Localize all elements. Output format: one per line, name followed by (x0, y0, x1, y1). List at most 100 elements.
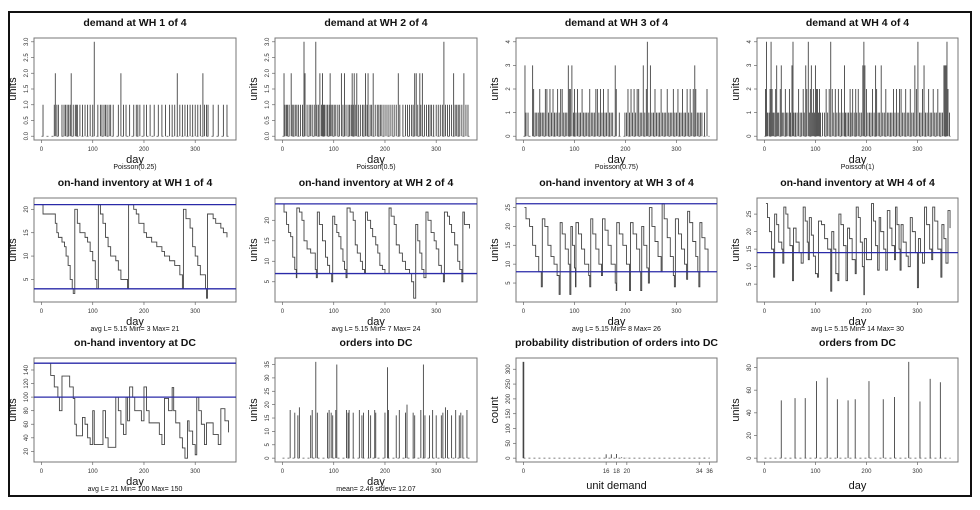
y-tick-label: 15 (747, 245, 753, 252)
x-tick-label: 300 (912, 469, 923, 475)
y-tick-label: 1.5 (24, 84, 30, 93)
x-tick-label: 200 (620, 147, 631, 153)
plot-box (274, 197, 478, 303)
y-axis-label: count (489, 397, 501, 424)
x-tick-label: 100 (569, 309, 580, 315)
y-tick-label: 2.5 (265, 53, 271, 62)
y-axis-label: units (248, 398, 260, 422)
chart-title: on-hand inventory at WH 3 of 4 (539, 177, 694, 189)
x-tick-label: 300 (431, 309, 442, 315)
x-axis-label: day (849, 480, 867, 492)
y-axis-label: units (248, 238, 260, 262)
x-axis-label: day (849, 154, 867, 166)
x-axis-label: unit demand (586, 480, 647, 492)
chart-subtitle: avg L= 5.15 Min= 14 Max= 30 (811, 326, 904, 333)
x-tick-label: 200 (620, 309, 631, 315)
x-tick-label: 100 (329, 469, 340, 475)
y-tick-label: 15 (24, 229, 30, 236)
y-tick-label: 3.0 (24, 37, 30, 46)
y-tick-label: 200 (506, 393, 512, 404)
y-tick-label: 120 (24, 378, 30, 389)
y-tick-label: 25 (265, 387, 271, 394)
series-line (49, 362, 229, 459)
chart-subtitle: avg L= 5.15 Min= 8 Max= 26 (572, 326, 661, 333)
x-tick-label: 200 (380, 309, 391, 315)
y-tick-label: 1 (747, 110, 753, 114)
chart-title: on-hand inventory at WH 4 of 4 (780, 177, 935, 189)
x-tick-label: 0 (763, 469, 767, 475)
x-axis-label: day (608, 154, 626, 166)
plot-box (515, 357, 718, 463)
chart-title: demand at WH 4 of 4 (806, 17, 909, 29)
y-tick-label: 5 (265, 442, 271, 446)
y-tick-label: 2 (747, 87, 753, 91)
y-tick-label: 5 (506, 281, 512, 285)
y-tick-label: 25 (747, 210, 753, 217)
x-tick-label: 100 (88, 309, 99, 315)
chart-title: on-hand inventory at WH 2 of 4 (299, 177, 454, 189)
chart-title: demand at WH 3 of 4 (565, 17, 668, 29)
panel-6: on-hand inventory at WH 2 of 4 units dayav… (248, 177, 478, 333)
x-tick-label: 200 (861, 147, 872, 153)
y-tick-label: 0 (506, 134, 512, 138)
x-tick-label: 18 (613, 469, 620, 475)
chart-title: demand at WH 1 of 4 (83, 17, 186, 29)
x-tick-label: 0 (281, 309, 285, 315)
y-tick-label: 20 (265, 216, 271, 223)
x-tick-label: 16 (603, 469, 610, 475)
y-tick-label: 0 (265, 456, 271, 460)
x-tick-label: 0 (40, 147, 44, 153)
chart-title: on-hand inventory at DC (74, 337, 196, 349)
y-tick-label: 80 (747, 364, 753, 371)
plot-box (33, 357, 237, 463)
x-tick-label: 36 (706, 469, 713, 475)
y-tick-label: 0.0 (265, 131, 271, 140)
x-axis-label: day (126, 154, 144, 166)
y-axis-label: units (489, 238, 501, 262)
y-tick-label: 140 (24, 364, 30, 375)
y-axis-label: units (7, 398, 19, 422)
plot-box (756, 37, 959, 141)
y-tick-label: 10 (24, 252, 30, 259)
x-tick-label: 100 (810, 469, 821, 475)
y-tick-label: 15 (265, 414, 271, 421)
chart-subtitle: avg L= 5.15 Min= 7 Max= 24 (332, 326, 421, 333)
series-line (765, 203, 951, 296)
x-tick-label: 300 (190, 469, 201, 475)
x-tick-label: 34 (696, 469, 703, 475)
y-tick-label: 2.0 (265, 68, 271, 77)
y-axis-label: units (7, 77, 19, 101)
y-tick-label: 60 (24, 420, 30, 427)
y-tick-label: 15 (265, 237, 271, 244)
x-tick-label: 0 (281, 147, 285, 153)
chart-subtitle: Poisson(1) (841, 164, 874, 171)
y-tick-label: 5 (24, 277, 30, 281)
chart-title: orders into DC (340, 337, 413, 349)
y-tick-label: 20 (747, 431, 753, 438)
x-axis-label: day (608, 316, 626, 328)
panel-1: demand at WH 1 of 4 units dayPoisson(0.25)… (7, 17, 237, 171)
y-tick-label: 100 (506, 423, 512, 434)
y-tick-label: 3 (747, 63, 753, 67)
y-tick-label: 3.0 (265, 37, 271, 46)
x-tick-label: 300 (912, 309, 923, 315)
y-tick-label: 4 (747, 39, 753, 43)
x-tick-label: 300 (671, 309, 682, 315)
y-tick-label: 2.5 (24, 53, 30, 62)
x-tick-label: 0 (40, 309, 44, 315)
chart-title: demand at WH 2 of 4 (324, 17, 427, 29)
x-tick-label: 0 (281, 469, 285, 475)
x-tick-label: 0 (522, 469, 526, 475)
x-tick-label: 100 (329, 309, 340, 315)
plot-box (274, 357, 478, 463)
series-line (282, 203, 470, 299)
y-tick-label: 50 (506, 439, 512, 446)
x-tick-label: 0 (522, 147, 526, 153)
y-tick-label: 5 (265, 279, 271, 283)
chart-subtitle: Poisson(0.75) (595, 164, 638, 171)
x-tick-label: 300 (190, 147, 201, 153)
y-axis-label: units (730, 398, 742, 422)
y-tick-label: 4 (506, 39, 512, 43)
y-tick-label: 100 (24, 391, 30, 402)
x-tick-label: 200 (139, 147, 150, 153)
